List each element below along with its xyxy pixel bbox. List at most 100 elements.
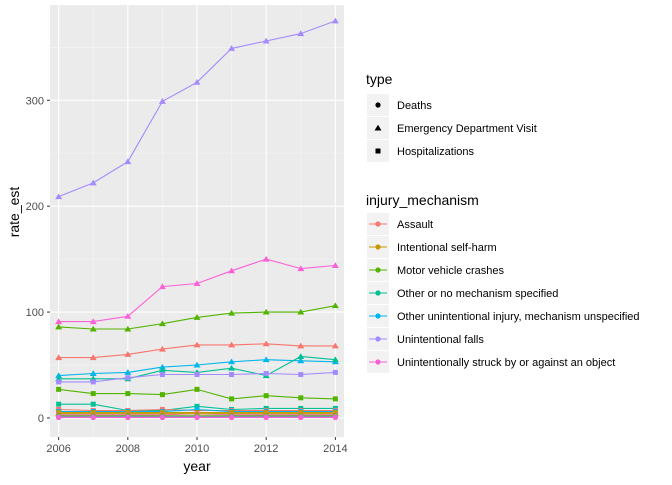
- series-point: [297, 342, 305, 349]
- legend-mechanism-title: injury_mechanism: [366, 192, 479, 208]
- series-point: [332, 414, 338, 421]
- series-point: [228, 267, 236, 274]
- series-point: [125, 391, 131, 397]
- legend-key-point: [375, 267, 381, 273]
- series-point: [298, 395, 304, 401]
- series-point: [124, 351, 132, 357]
- series-point: [332, 369, 338, 375]
- series-point: [124, 325, 132, 332]
- series-point: [55, 323, 63, 330]
- series-point: [158, 345, 166, 352]
- y-tick-label: 200: [26, 201, 44, 213]
- series-point: [193, 341, 201, 348]
- series-point: [55, 354, 63, 361]
- legend-key-triangle: [374, 124, 382, 131]
- series-point: [194, 414, 200, 421]
- series-point: [124, 312, 132, 319]
- series-point: [89, 370, 97, 376]
- legend-type-label: Hospitalizations: [397, 146, 475, 158]
- legend-key-square: [375, 148, 381, 154]
- legend-key-point: [375, 359, 381, 365]
- series-point: [194, 386, 200, 392]
- legend-mechanism-label: Other unintentional injury, mechanism un…: [397, 311, 640, 323]
- series-point: [89, 354, 97, 361]
- series-point: [229, 396, 235, 402]
- x-tick-label: 2006: [46, 443, 70, 455]
- legend-key-point: [375, 336, 381, 342]
- legend-type-title: type: [366, 71, 393, 87]
- legend-type: type Deaths Emergency Department Visit Hosp…: [366, 71, 537, 162]
- series-point: [55, 193, 63, 200]
- series-point: [193, 314, 201, 320]
- series-point: [56, 386, 62, 392]
- series-point: [90, 391, 96, 397]
- series-deaths-unintentionally-struck-by-or-against-an-object: [56, 414, 338, 421]
- legend-key-point: [375, 290, 381, 296]
- series-point: [125, 375, 131, 381]
- series-point: [158, 98, 166, 104]
- series-point: [159, 372, 165, 378]
- series-point: [331, 262, 339, 268]
- series-point: [89, 318, 97, 325]
- legend-mechanism-label: Motor vehicle crashes: [397, 265, 504, 277]
- series-point: [228, 364, 236, 371]
- y-tick-label: 0: [38, 413, 44, 425]
- legend-type-label: Emergency Department Visit: [397, 123, 537, 135]
- legend-key-point: [375, 244, 381, 250]
- series-point: [158, 366, 166, 373]
- series-point: [263, 414, 269, 421]
- series-point: [159, 414, 166, 421]
- series-point: [89, 179, 97, 186]
- series-point: [298, 414, 304, 421]
- series-point: [55, 372, 63, 379]
- series-point: [297, 353, 305, 360]
- series-point: [124, 158, 132, 165]
- series-point: [331, 17, 339, 24]
- x-tick-label: 2012: [254, 443, 278, 455]
- series-point: [158, 320, 166, 327]
- axis-layer: 2006 2008 2010 2012 2014 0 100 200 300: [26, 95, 348, 455]
- series-point: [262, 37, 270, 44]
- series-point: [90, 379, 96, 385]
- series-point: [90, 401, 96, 407]
- y-axis-title: rate_est: [6, 187, 22, 238]
- legend-key-point: [375, 313, 381, 319]
- series-point: [159, 392, 165, 398]
- series-point: [263, 393, 269, 399]
- series-emergency-department-visit-unintentionally-struck-by-or-against-an-object: [55, 255, 339, 325]
- series-point: [193, 78, 201, 85]
- series-point: [158, 283, 166, 290]
- legend-mechanism-label: Other or no mechanism specified: [397, 288, 558, 300]
- series-point: [228, 414, 235, 421]
- y-tick-label: 100: [26, 307, 44, 319]
- legend-mechanism-label: Unintentionally struck by or against an …: [397, 357, 615, 369]
- series-point: [90, 414, 96, 421]
- series-point: [194, 406, 200, 412]
- series-point: [158, 363, 166, 370]
- legend-mechanism: injury_mechanism Assault Intentional self-…: [366, 192, 640, 373]
- series-point: [194, 372, 200, 378]
- series-point: [228, 341, 236, 348]
- series-point: [331, 302, 339, 309]
- grid-major: [50, 5, 344, 437]
- legend-mechanism-label: Unintentional falls: [397, 334, 484, 346]
- series-hospitalizations-motor-vehicle-crashes: [56, 386, 338, 402]
- y-tick-label: 300: [26, 95, 44, 107]
- series-point: [297, 357, 305, 364]
- series-point: [262, 340, 270, 347]
- series-point: [297, 308, 305, 315]
- legend-key-point: [375, 221, 381, 227]
- series-point: [194, 403, 200, 409]
- series-point: [331, 356, 339, 363]
- series-point: [297, 30, 305, 37]
- series-point: [228, 309, 236, 316]
- series-emergency-department-visit-other-unintentional-injury-mechanism-unspecified: [55, 356, 339, 379]
- x-tick-label: 2010: [185, 443, 209, 455]
- x-axis-title: year: [183, 458, 211, 474]
- series-point: [331, 342, 339, 349]
- series-emergency-department-visit-motor-vehicle-crashes: [55, 302, 339, 332]
- series-point: [193, 280, 201, 286]
- series-point: [193, 361, 201, 368]
- series-point: [56, 379, 62, 385]
- series-point: [55, 318, 63, 325]
